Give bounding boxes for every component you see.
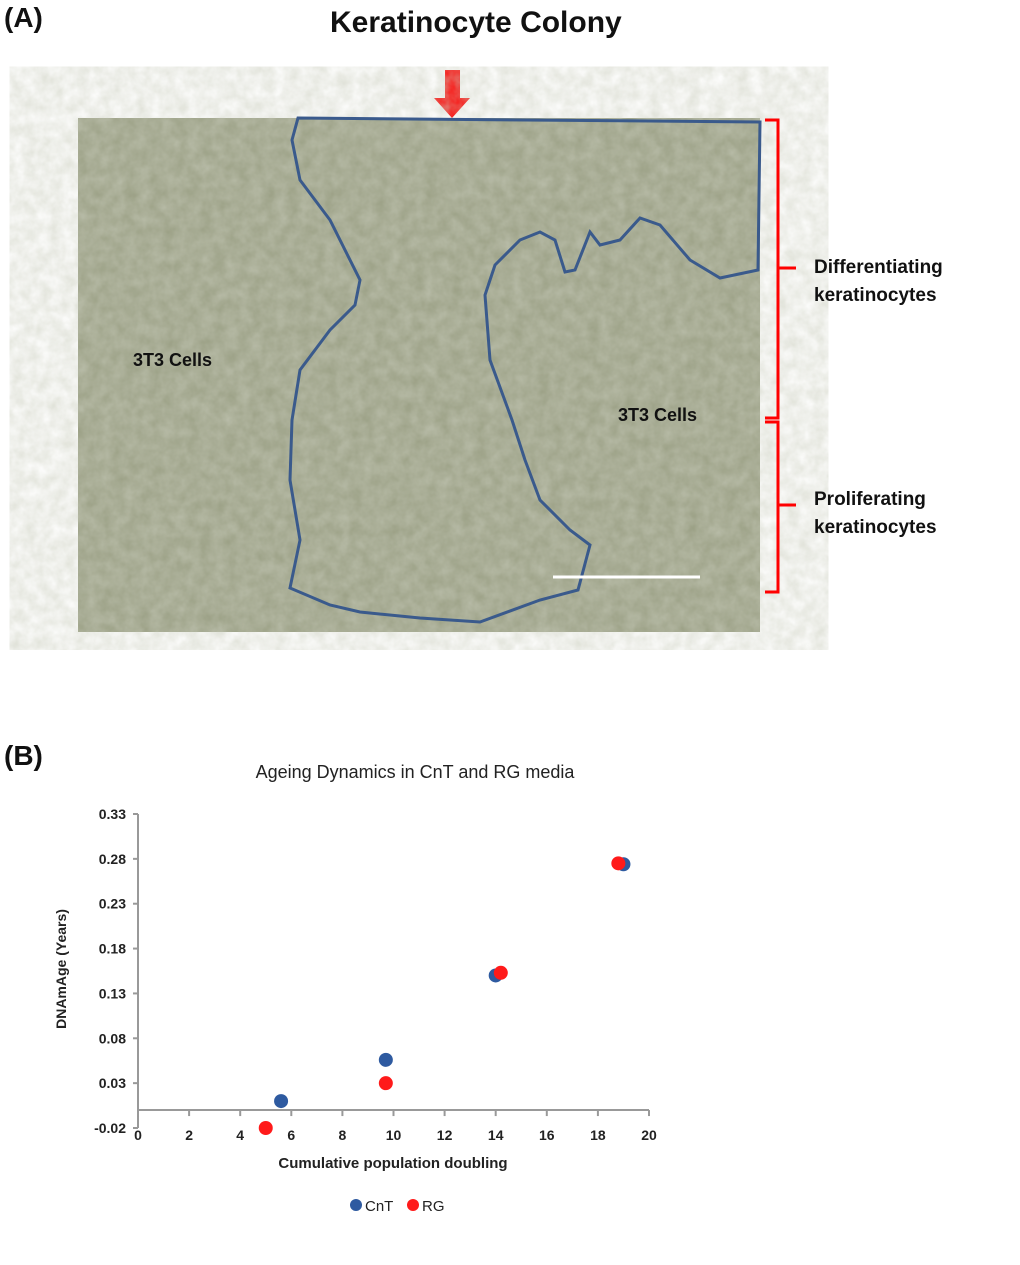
x-tick-label: 14 [488,1127,504,1143]
x-tick-label: 2 [185,1127,193,1143]
colony-outline [288,116,762,624]
differentiating-line2: keratinocytes [814,285,937,306]
differentiating-line1: Differentiating [814,257,943,278]
x-tick-label: 4 [236,1127,244,1143]
arrow-icon [434,70,470,118]
x-tick-label: 6 [287,1127,295,1143]
y-tick-label: 0.33 [99,806,126,822]
y-tick-label: -0.02 [94,1120,126,1136]
chart-title: Ageing Dynamics in CnT and RG media [256,762,576,782]
micrograph-figure [78,70,796,632]
y-tick-label: 0.28 [99,851,126,867]
x-tick-label: 10 [386,1127,402,1143]
panel-b-label: (B) [4,740,43,771]
y-tick-label: 0.03 [99,1075,126,1091]
scatter-chart: Ageing Dynamics in CnT and RG media DNAm… [53,762,657,1215]
y-tick-label: 0.23 [99,896,126,912]
lower-bracket [765,420,796,594]
data-point-cnt [274,1094,289,1109]
proliferating-line1: Proliferating [814,489,926,510]
panel-a-title: Keratinocyte Colony [330,6,622,39]
upper-bracket [765,118,796,420]
x-tick-label: 12 [437,1127,453,1143]
x-tick-label: 18 [590,1127,606,1143]
x-axis-label: Cumulative population doubling [278,1155,507,1172]
legend-label-cnt: CnT [365,1198,393,1215]
proliferating-line2: keratinocytes [814,517,937,538]
data-point-rg [378,1076,393,1091]
y-tick-label: 0.08 [99,1030,126,1046]
proliferating-label: Proliferating keratinocytes [814,486,937,542]
data-point-rg [611,856,626,871]
legend-label-rg: RG [422,1198,445,1215]
data-point-rg [258,1121,273,1135]
x-tick-label: 0 [134,1127,142,1143]
panel-a-label: (A) [4,2,43,33]
left-3t3-label: 3T3 Cells [133,350,213,370]
y-axis-label: DNAmAge (Years) [53,909,69,1029]
legend-marker-cnt [350,1199,362,1211]
x-tick-label: 20 [641,1127,657,1143]
x-tick-label: 16 [539,1127,555,1143]
legend-marker-rg [407,1199,419,1211]
y-tick-label: 0.18 [99,941,126,957]
x-tick-label: 8 [339,1127,347,1143]
y-tick-label: 0.13 [99,985,126,1001]
data-point-rg [493,965,508,980]
data-point-cnt [378,1052,393,1067]
differentiating-label: Differentiating keratinocytes [814,254,943,310]
right-3t3-label: 3T3 Cells [618,405,698,425]
